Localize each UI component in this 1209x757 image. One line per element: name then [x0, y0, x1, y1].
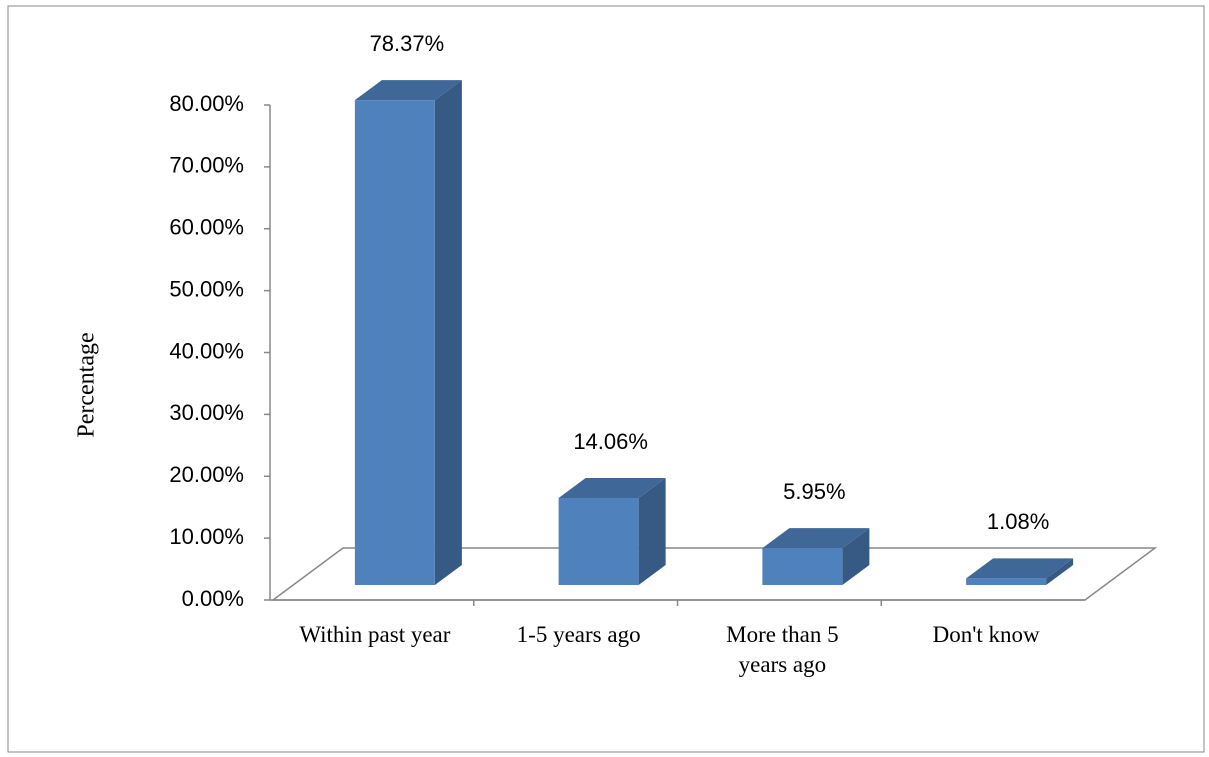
bar-side	[638, 478, 666, 585]
y-tick-label: 70.00%	[169, 153, 244, 178]
bar-front	[966, 578, 1047, 585]
y-tick-label: 20.00%	[169, 462, 244, 487]
bar	[558, 478, 666, 585]
chart-border	[7, 5, 1205, 753]
bar	[966, 558, 1074, 585]
y-axis-title: Percentage	[74, 332, 100, 437]
x-tick-label: 1-5 years ago	[516, 622, 641, 647]
bar-front	[762, 548, 843, 585]
value-label: 5.95%	[783, 479, 845, 504]
x-tick-label: Don't know	[932, 622, 1040, 647]
y-tick-label: 60.00%	[169, 215, 244, 240]
y-tick-label: 40.00%	[169, 338, 244, 363]
bar-side	[1046, 558, 1074, 585]
bar	[354, 80, 462, 585]
bar-front	[558, 498, 639, 585]
y-tick-label: 80.00%	[169, 91, 244, 116]
bar-top	[762, 528, 870, 549]
bar-side	[434, 80, 462, 585]
y-tick-label: 0.00%	[182, 586, 244, 611]
x-tick-label: Within past year	[299, 622, 451, 647]
y-tick-label: 50.00%	[169, 276, 244, 301]
value-label: 1.08%	[987, 509, 1049, 534]
bar-top	[966, 558, 1074, 579]
bar	[762, 528, 870, 585]
y-tick-label: 30.00%	[169, 400, 244, 425]
value-label: 78.37%	[370, 31, 445, 56]
bar-top	[558, 478, 666, 499]
bar-top	[354, 80, 462, 101]
bar-side	[842, 528, 870, 585]
y-tick-label: 10.00%	[169, 524, 244, 549]
bar-front	[354, 100, 435, 585]
x-tick-label: More than 5 years ago	[726, 622, 839, 677]
value-label: 14.06%	[573, 429, 648, 454]
